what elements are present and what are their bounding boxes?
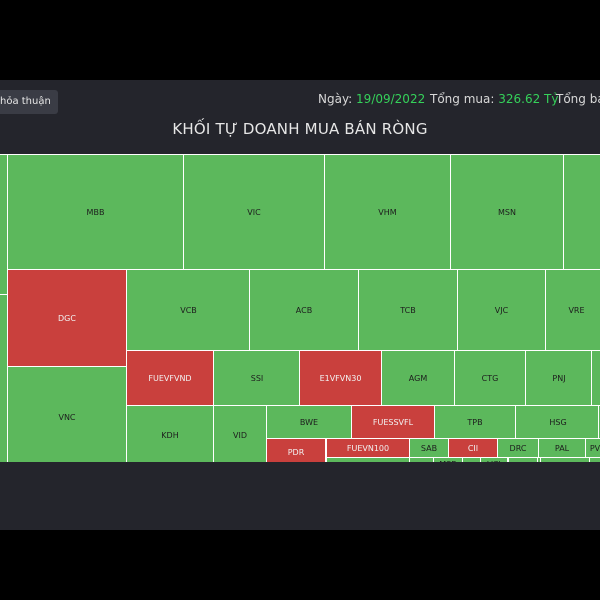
treemap-tile-vci[interactable]: VCI <box>480 457 508 462</box>
total-sell-summary: Tổng bá <box>556 92 600 106</box>
treemap-tile-ssi[interactable]: SSI <box>213 350 301 406</box>
tile-label: SSI <box>250 373 264 383</box>
tile-label: MSB <box>439 460 456 463</box>
date-label: Ngày: <box>318 92 353 106</box>
tile-label: VJC <box>494 305 509 315</box>
treemap-tile-tpb[interactable]: TPB <box>434 405 516 439</box>
tile-label: CTG <box>481 373 499 383</box>
treemap-tile-tcb[interactable]: TCB <box>358 269 458 351</box>
treemap-tile-vnc[interactable]: VNC <box>7 366 127 462</box>
tile-label: VID <box>233 430 247 440</box>
tile-label: VCI <box>487 460 500 463</box>
treemap-tile-unlabeled-40[interactable] <box>540 457 590 462</box>
treemap-tile-vhm[interactable]: VHM <box>324 154 451 270</box>
treemap: MBB VIC VHM MSN DGC VCB ACB TCB VJC VRE VNC FUEVFVN… <box>0 154 600 462</box>
chart-title: KHỐI TỰ DOANH MUA BÁN RÒNG <box>172 120 428 138</box>
tile-label: BWE <box>299 417 319 427</box>
treemap-tile-fuevfvnd[interactable]: FUEVFVND <box>126 350 214 406</box>
tile-label: VRE <box>568 305 585 315</box>
treemap-tile-fuessvfl[interactable]: FUESSVFL <box>351 405 435 439</box>
tile-label: AGM <box>408 373 428 383</box>
tile-label: PNJ <box>552 373 566 383</box>
treemap-tile-hsg[interactable]: HSG <box>515 405 600 439</box>
treemap-tile-pv[interactable]: PV <box>585 438 600 458</box>
treemap-tile-cii[interactable]: CII <box>448 438 498 458</box>
tile-label: KDH <box>161 430 179 440</box>
tile-label: E1VFVN30 <box>319 373 362 383</box>
tile-label: PV <box>589 443 600 453</box>
tile-label: TPB <box>467 417 483 427</box>
tile-label: FUESSVFL <box>372 417 414 427</box>
treemap-tile-vic[interactable]: VIC <box>183 154 325 270</box>
treemap-tile-unlabeled-38[interactable] <box>326 457 410 462</box>
treemap-tile-vcb[interactable]: VCB <box>126 269 251 351</box>
tab-thoa-thuan[interactable]: hỏa thuận <box>0 90 58 114</box>
treemap-tile-drc[interactable]: DRC <box>497 438 539 458</box>
treemap-tile-pnj[interactable]: PNJ <box>525 350 593 406</box>
treemap-tile-bwe[interactable]: BWE <box>266 405 352 439</box>
treemap-tile-acb[interactable]: ACB <box>249 269 359 351</box>
tile-label: VIC <box>247 207 261 217</box>
treemap-tile-vre[interactable]: VRE <box>545 269 600 351</box>
tile-label: VHM <box>378 207 397 217</box>
tile-label: VNC <box>58 412 76 422</box>
tile-label: SAB <box>420 443 438 453</box>
treemap-tile-vid[interactable]: VID <box>213 405 267 462</box>
tile-label: ACB <box>295 305 313 315</box>
tile-label: DGC <box>58 313 76 323</box>
treemap-tile-e1vfvn30[interactable]: E1VFVN30 <box>299 350 382 406</box>
total-buy-summary: Tổng mua: 326.62 Tỷ <box>430 92 558 106</box>
tile-label: TCB <box>400 305 416 315</box>
treemap-tile-unlabeled-35[interactable] <box>409 457 434 462</box>
tile-label: HSG <box>549 417 567 427</box>
tile-label: PDR <box>287 447 305 457</box>
treemap-tile-unlabeled-20[interactable] <box>591 350 600 406</box>
total-sell-label: Tổng bá <box>556 92 600 106</box>
treemap-tile-fuevn100[interactable]: FUEVN100 <box>326 438 410 458</box>
treemap-tile-vjc[interactable]: VJC <box>457 269 546 351</box>
treemap-tile-ctg[interactable]: CTG <box>454 350 526 406</box>
total-buy-value: 326.62 Tỷ <box>498 92 559 106</box>
tile-label: DRC <box>509 443 527 453</box>
total-buy-label: Tổng mua: <box>430 92 495 106</box>
treemap-tile-mbb[interactable]: MBB <box>7 154 184 270</box>
treemap-tile-msn[interactable]: MSN <box>450 154 564 270</box>
treemap-tile-dgc[interactable]: DGC <box>7 269 127 367</box>
treemap-tile-unlabeled-39[interactable] <box>508 457 538 462</box>
tile-label: FUEVFVND <box>148 373 192 383</box>
treemap-tile-msb[interactable]: MSB <box>433 457 463 462</box>
tile-label: VCB <box>180 305 197 315</box>
treemap-tile-sab[interactable]: SAB <box>409 438 449 458</box>
app-screen: hỏa thuận Ngày: 19/09/2022 Tổng mua: 326… <box>0 80 600 530</box>
treemap-tile-pal[interactable]: PAL <box>538 438 586 458</box>
date-summary: Ngày: 19/09/2022 <box>318 92 425 106</box>
tile-label: PAL <box>554 443 570 453</box>
treemap-tile-pdr[interactable]: PDR <box>266 438 326 462</box>
tile-label: FUEVN100 <box>346 443 390 453</box>
tile-label: CII <box>467 443 479 453</box>
tile-label: MBB <box>86 207 105 217</box>
tile-label: MSN <box>498 207 516 217</box>
date-value: 19/09/2022 <box>356 92 426 106</box>
treemap-tile-kdh[interactable]: KDH <box>126 405 214 462</box>
treemap-tile-unlabeled-4[interactable] <box>563 154 600 270</box>
treemap-tile-agm[interactable]: AGM <box>381 350 455 406</box>
